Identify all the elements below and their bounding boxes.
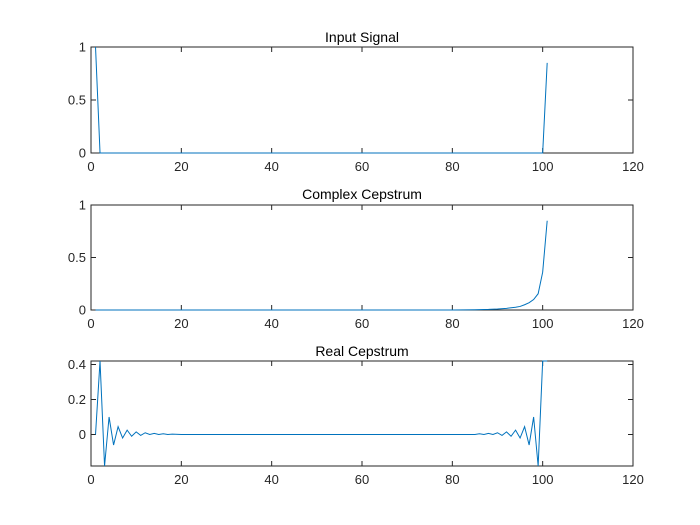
- x-tick-label: 60: [355, 472, 369, 487]
- series-line: [95, 360, 548, 467]
- x-tick-label: 40: [264, 316, 278, 331]
- x-tick-label: 20: [174, 316, 188, 331]
- x-tick-label: 80: [445, 472, 459, 487]
- y-tick-label: 0.2: [68, 392, 86, 407]
- x-tick-label: 80: [445, 159, 459, 174]
- subplot-title: Complex Cepstrum: [302, 186, 422, 202]
- y-tick-label: 1: [79, 198, 86, 213]
- series-line: [95, 46, 548, 154]
- x-tick-label: 80: [445, 316, 459, 331]
- axes-box: [90, 204, 634, 311]
- y-tick-label: 0: [79, 303, 86, 318]
- x-tick-label: 60: [355, 159, 369, 174]
- x-tick-label: 0: [87, 159, 94, 174]
- axis-ticks: 0 20 40 60 80 100 120 0 0.2 0.4: [68, 357, 644, 487]
- x-tick-label: 40: [264, 472, 278, 487]
- subplot-input-signal: Input Signal 0 20 40 60 80 100 120 0 0.5 1: [68, 29, 644, 174]
- x-tick-label: 120: [622, 316, 644, 331]
- y-tick-label: 1: [79, 40, 86, 55]
- axis-ticks: 0 20 40 60 80 100 120 0 0.5 1: [68, 40, 644, 175]
- x-tick-label: 60: [355, 316, 369, 331]
- y-tick-label: 0.4: [68, 357, 86, 372]
- x-tick-label: 100: [532, 159, 554, 174]
- y-tick-label: 0: [79, 427, 86, 442]
- subplot-title: Input Signal: [325, 29, 399, 45]
- x-tick-label: 20: [174, 159, 188, 174]
- x-tick-label: 120: [622, 159, 644, 174]
- x-tick-label: 120: [622, 472, 644, 487]
- x-tick-label: 40: [264, 159, 278, 174]
- axes-box: [90, 46, 634, 154]
- series-line: [95, 220, 548, 311]
- y-tick-label: 0: [79, 146, 86, 161]
- y-tick-label: 0.5: [68, 93, 86, 108]
- x-tick-label: 0: [87, 316, 94, 331]
- y-tick-label: 0.5: [68, 250, 86, 265]
- subplot-title: Real Cepstrum: [315, 343, 408, 359]
- subplot-complex-cepstrum: Complex Cepstrum 0 20 40 60 80 100 120 0 0.5 1: [68, 186, 644, 331]
- subplot-real-cepstrum: Real Cepstrum 0 20 40 60 80 100 120 0 0.2 0.4: [68, 343, 644, 487]
- x-tick-label: 0: [87, 472, 94, 487]
- x-tick-label: 100: [532, 316, 554, 331]
- axes-box: [90, 360, 634, 467]
- axis-ticks: 0 20 40 60 80 100 120 0 0.5 1: [68, 198, 644, 332]
- x-tick-label: 20: [174, 472, 188, 487]
- x-tick-label: 100: [532, 472, 554, 487]
